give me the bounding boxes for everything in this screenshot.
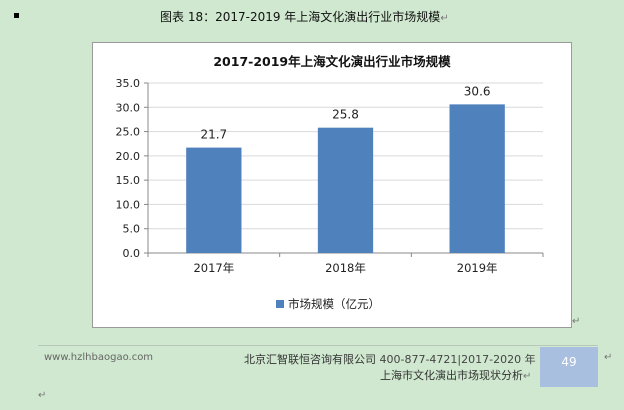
caption-text: 图表 18：2017-2019 年上海文化演出行业市场规模 — [160, 10, 441, 24]
legend-swatch — [276, 300, 284, 308]
bar-chart: 2017-2019年上海文化演出行业市场规模 0.0 5.0 10.0 15.0 20.… — [116, 54, 544, 311]
paragraph-mark: ↵ — [572, 316, 581, 327]
company-name: 北京汇智联恒咨询有限公司 — [244, 353, 376, 366]
y-tick-label: 10.0 — [116, 198, 141, 211]
data-label: 25.8 — [332, 108, 359, 122]
chart-title: 2017-2019年上海文化演出行业市场规模 — [213, 54, 451, 69]
bar — [449, 104, 505, 253]
x-tick-label: 2019年 — [457, 261, 498, 275]
y-tick-label: 30.0 — [116, 101, 141, 114]
data-label: 30.6 — [464, 84, 491, 98]
paragraph-mark: ↵ — [523, 371, 532, 382]
y-tick-label: 20.0 — [116, 150, 141, 163]
report-title: 上海市文化演出市场现状分析 — [380, 369, 523, 382]
x-tick-label: 2018年 — [325, 261, 366, 275]
x-tick-label: 2017年 — [193, 261, 234, 275]
paragraph-mark: ↵ — [440, 13, 449, 24]
y-tick-label: 25.0 — [116, 126, 141, 139]
bar — [317, 127, 374, 253]
list-bullet — [14, 13, 19, 18]
chart-container: 2017-2019年上海文化演出行业市场规模 0.0 5.0 10.0 15.0 20.… — [92, 42, 572, 328]
y-tick-label: 0.0 — [123, 247, 141, 260]
figure-caption: 图表 18：2017-2019 年上海文化演出行业市场规模↵ — [160, 8, 520, 25]
data-label: 21.7 — [200, 128, 227, 142]
y-tick-label: 5.0 — [123, 223, 141, 236]
bar — [186, 147, 242, 253]
company-phone: 400-877-4721|2017-2020 年 — [379, 353, 536, 366]
footer-company: 北京汇智联恒咨询有限公司 400-877-4721|2017-2020 年 — [244, 351, 536, 367]
footer-report-title: 上海市文化演出市场现状分析↵ — [380, 367, 531, 383]
legend-label: 市场规模（亿元） — [288, 297, 380, 311]
paragraph-mark: ↵ — [604, 352, 613, 363]
y-tick-label: 35.0 — [116, 77, 141, 90]
paragraph-mark: ↵ — [38, 390, 47, 401]
footer-divider — [38, 345, 598, 346]
footer-website: www.hzlhbaogao.com — [44, 352, 154, 363]
y-tick-label: 15.0 — [116, 174, 141, 187]
page-number: 49 — [540, 347, 598, 387]
